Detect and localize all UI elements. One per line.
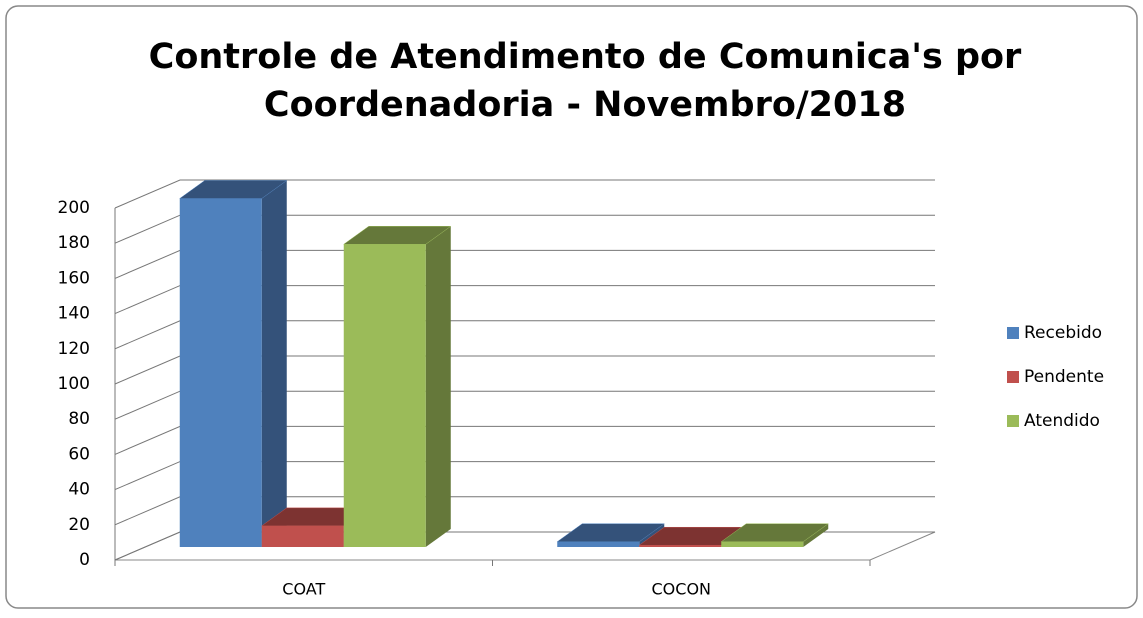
y-tick-label: 120 bbox=[58, 339, 90, 359]
chart-frame bbox=[5, 5, 1138, 609]
chart-title: Controle de Atendimento de Comunica's po… bbox=[149, 37, 1022, 77]
bar bbox=[342, 226, 452, 547]
bar-side bbox=[425, 226, 451, 547]
legend-label: Recebido bbox=[1024, 323, 1102, 343]
bar-front bbox=[261, 525, 344, 547]
bar-top bbox=[342, 226, 452, 245]
legend-swatch bbox=[1007, 327, 1019, 339]
legend-swatch bbox=[1007, 415, 1019, 427]
chart-title: Coordenadoria - Novembro/2018 bbox=[264, 85, 906, 125]
y-tick-label: 140 bbox=[58, 304, 90, 324]
y-tick-label: 180 bbox=[58, 233, 90, 253]
bar bbox=[178, 180, 288, 547]
grid-line bbox=[114, 179, 935, 209]
bar-front bbox=[639, 545, 722, 547]
bar-top bbox=[720, 523, 830, 542]
bar-top bbox=[556, 523, 666, 542]
bar-front bbox=[343, 244, 426, 547]
y-tick-label: 80 bbox=[68, 409, 90, 429]
y-tick-label: 40 bbox=[68, 480, 90, 500]
y-tick-label: 60 bbox=[68, 444, 90, 464]
bar-side bbox=[803, 523, 829, 547]
y-tick-label: 100 bbox=[58, 374, 90, 394]
legend-swatch bbox=[1007, 371, 1019, 383]
x-tick-label: COCON bbox=[652, 580, 712, 599]
legend-label: Pendente bbox=[1024, 367, 1104, 387]
bar-front bbox=[721, 541, 804, 547]
bar-front bbox=[557, 541, 640, 547]
y-tick-label: 0 bbox=[79, 550, 90, 570]
y-tick-label: 160 bbox=[58, 268, 90, 288]
bar-side bbox=[261, 180, 287, 547]
legend-label: Atendido bbox=[1024, 411, 1100, 431]
bar bbox=[720, 523, 830, 547]
y-tick-label: 200 bbox=[58, 198, 90, 218]
x-tick-label: COAT bbox=[282, 580, 325, 599]
y-tick-label: 20 bbox=[68, 515, 90, 535]
bar-front bbox=[179, 198, 262, 547]
bar-top bbox=[178, 180, 288, 199]
